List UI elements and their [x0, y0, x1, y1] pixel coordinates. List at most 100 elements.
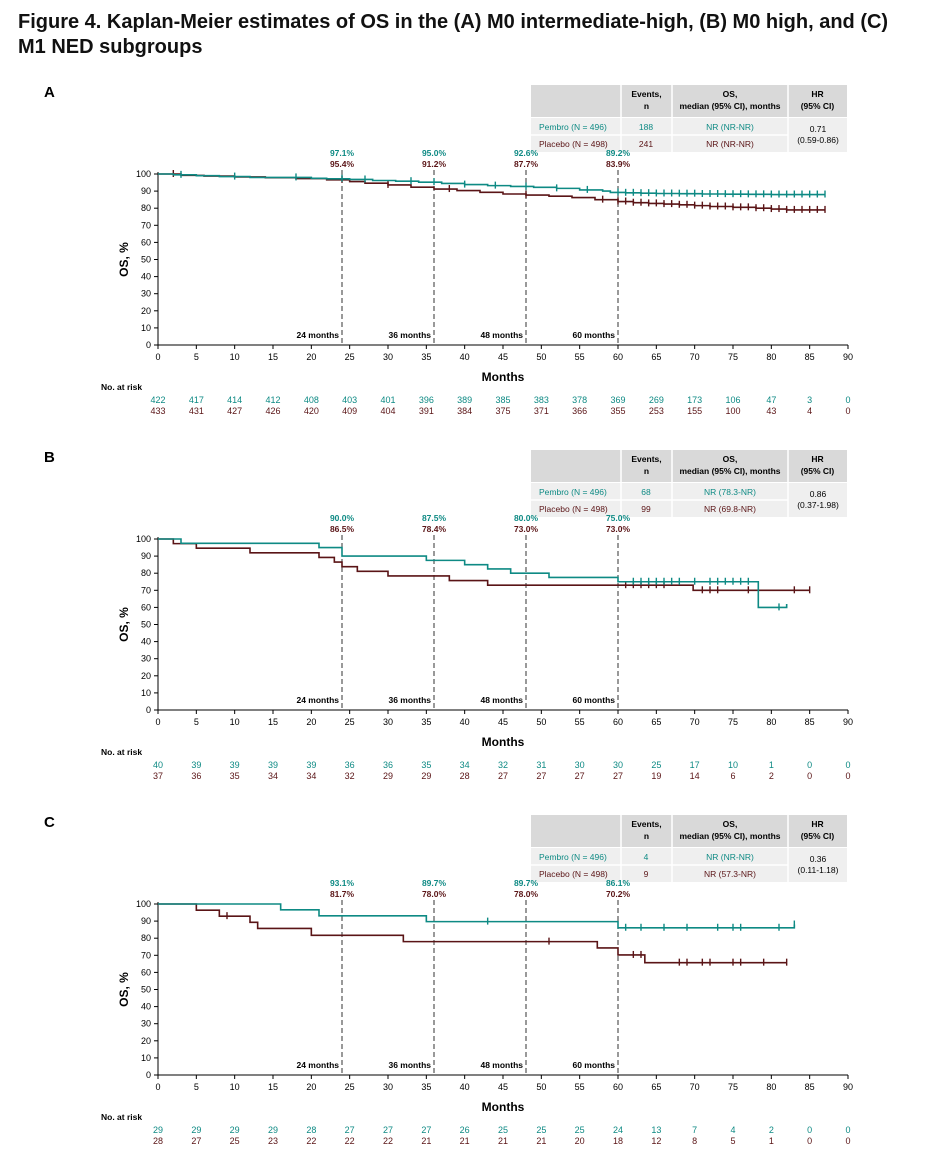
y-tick-label: 40: [141, 272, 151, 282]
at-risk-pembro: 24: [613, 1125, 623, 1135]
landmark-24: 24 months 90.0%86.5%: [296, 513, 354, 710]
landmark-24: 24 months 97.1%95.4%: [296, 148, 354, 345]
at-risk-placebo: 27: [191, 1136, 201, 1146]
at-risk-pembro: 47: [766, 395, 776, 405]
at-risk-placebo: 155: [687, 406, 702, 416]
at-risk-pembro: 7: [692, 1125, 697, 1135]
at-risk-pembro: 34: [460, 760, 470, 770]
landmark-placebo-value: 73.0%: [514, 524, 539, 534]
landmark-label: 24 months: [296, 695, 339, 705]
at-risk-pembro: 28: [306, 1125, 316, 1135]
x-tick-label: 35: [421, 352, 431, 362]
table-header-line1: OS,: [723, 89, 738, 99]
table-median: NR (69.8-NR): [704, 504, 756, 514]
at-risk-pembro: 30: [575, 760, 585, 770]
at-risk-pembro: 39: [191, 760, 201, 770]
at-risk-placebo: 21: [421, 1136, 431, 1146]
landmark-36: 36 months 87.5%78.4%: [388, 513, 446, 710]
x-tick-label: 10: [230, 717, 240, 727]
x-tick-label: 70: [690, 352, 700, 362]
at-risk-placebo: 25: [230, 1136, 240, 1146]
at-risk-placebo: 34: [268, 771, 278, 781]
at-risk-pembro: 35: [421, 760, 431, 770]
at-risk-placebo: 433: [150, 406, 165, 416]
at-risk-pembro: 29: [268, 1125, 278, 1135]
at-risk-placebo: 384: [457, 406, 472, 416]
at-risk-placebo: 19: [651, 771, 661, 781]
at-risk-pembro: 27: [383, 1125, 393, 1135]
landmark-pembro-value: 95.0%: [422, 148, 447, 158]
y-tick-label: 40: [141, 1002, 151, 1012]
at-risk-pembro: 27: [345, 1125, 355, 1135]
at-risk-pembro: 30: [613, 760, 623, 770]
at-risk-placebo: 36: [191, 771, 201, 781]
at-risk-placebo: 22: [306, 1136, 316, 1146]
landmark-placebo-value: 70.2%: [606, 889, 631, 899]
at-risk-pembro: 29: [230, 1125, 240, 1135]
x-tick-label: 45: [498, 717, 508, 727]
table-header-line2: n: [644, 831, 649, 841]
x-tick-label: 80: [766, 1082, 776, 1092]
panel-label: A: [44, 84, 55, 101]
x-tick-label: 25: [345, 352, 355, 362]
at-risk-placebo: 0: [845, 1136, 850, 1146]
y-tick-label: 70: [141, 220, 151, 230]
table-events: 99: [641, 504, 651, 514]
y-tick-label: 0: [146, 340, 151, 350]
x-tick-label: 15: [268, 717, 278, 727]
y-tick-label: 70: [141, 585, 151, 595]
at-risk-pembro: 25: [498, 1125, 508, 1135]
at-risk-placebo: 355: [610, 406, 625, 416]
at-risk-placebo: 28: [460, 771, 470, 781]
table-hr-ci: (0.11-1.18): [798, 865, 839, 875]
x-tick-label: 30: [383, 352, 393, 362]
x-tick-label: 70: [690, 717, 700, 727]
y-tick-label: 70: [141, 950, 151, 960]
y-tick-label: 10: [141, 323, 151, 333]
x-tick-label: 85: [805, 352, 815, 362]
at-risk-placebo: 21: [536, 1136, 546, 1146]
y-tick-label: 0: [146, 705, 151, 715]
at-risk-placebo: 409: [342, 406, 357, 416]
at-risk-pembro: 2: [769, 1125, 774, 1135]
at-risk-placebo: 2: [769, 771, 774, 781]
at-risk-pembro: 27: [421, 1125, 431, 1135]
x-tick-label: 30: [383, 717, 393, 727]
table-events: 9: [644, 869, 649, 879]
y-tick-label: 90: [141, 916, 151, 926]
landmark-pembro-value: 92.6%: [514, 148, 539, 158]
x-tick-label: 90: [843, 717, 853, 727]
at-risk-pembro: 383: [534, 395, 549, 405]
at-risk-pembro: 378: [572, 395, 587, 405]
landmark-pembro-value: 89.7%: [514, 878, 539, 888]
y-tick-label: 10: [141, 1053, 151, 1063]
at-risk-placebo: 21: [498, 1136, 508, 1146]
landmark-label: 24 months: [296, 1060, 339, 1070]
km-panel-c: C Events, n OS, median (95% CI), months HR (95…: [44, 814, 853, 1146]
x-tick-label: 5: [194, 717, 199, 727]
x-tick-label: 45: [498, 1082, 508, 1092]
at-risk-pembro: 39: [230, 760, 240, 770]
at-risk-placebo: 0: [807, 1136, 812, 1146]
at-risk-pembro: 417: [189, 395, 204, 405]
at-risk-pembro: 106: [725, 395, 740, 405]
landmark-24: 24 months 93.1%81.7%: [296, 878, 354, 1075]
at-risk-pembro: 369: [610, 395, 625, 405]
pembro-series: [158, 903, 796, 931]
x-tick-label: 80: [766, 352, 776, 362]
x-tick-label: 45: [498, 352, 508, 362]
landmark-pembro-value: 75.0%: [606, 513, 631, 523]
x-tick-label: 25: [345, 1082, 355, 1092]
at-risk-pembro: 403: [342, 395, 357, 405]
x-tick-label: 10: [230, 1082, 240, 1092]
x-tick-label: 20: [306, 717, 316, 727]
at-risk-placebo: 27: [613, 771, 623, 781]
table-header-line2: (95% CI): [801, 466, 835, 476]
table-header-line1: Events,: [631, 819, 661, 829]
x-tick-label: 25: [345, 717, 355, 727]
x-axis-label: Months: [482, 1100, 525, 1114]
landmark-48: 48 months 89.7%78.0%: [480, 878, 538, 1075]
